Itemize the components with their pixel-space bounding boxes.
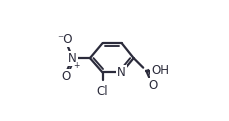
- Text: +: +: [74, 61, 80, 70]
- Text: OH: OH: [151, 64, 169, 77]
- Text: N: N: [117, 66, 126, 79]
- Text: O: O: [61, 70, 71, 83]
- Text: N: N: [68, 52, 77, 65]
- Text: Cl: Cl: [97, 84, 108, 98]
- Text: ⁻O: ⁻O: [57, 33, 73, 46]
- Text: O: O: [148, 79, 157, 91]
